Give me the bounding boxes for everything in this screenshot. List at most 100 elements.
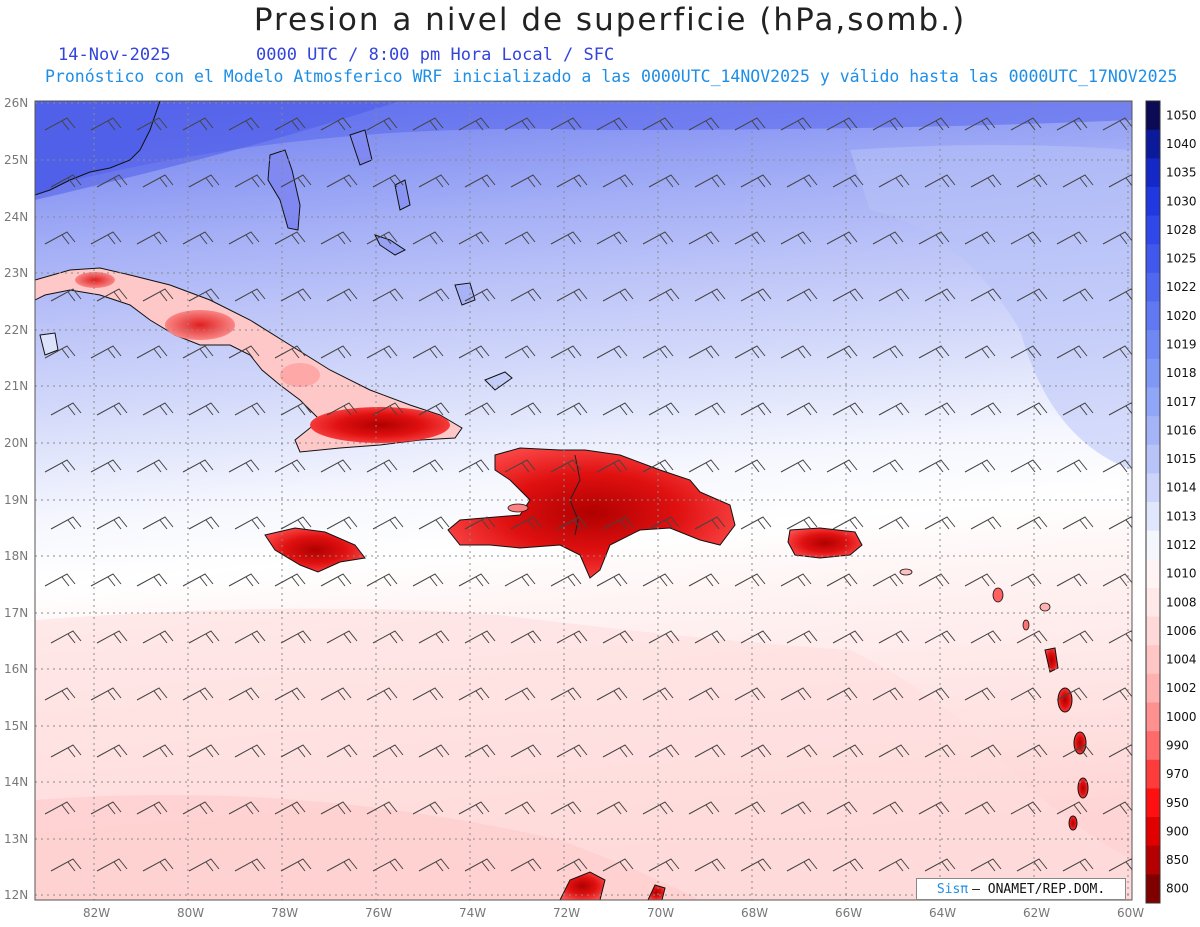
colorbar-label: 850	[1166, 853, 1189, 867]
wind-barb	[458, 459, 490, 473]
colorbar-swatch	[1146, 358, 1160, 388]
wind-barb	[50, 744, 82, 758]
wind-barb	[970, 174, 1002, 188]
wind-barb	[734, 459, 766, 473]
wind-barb	[458, 801, 490, 815]
colorbar-swatch	[1146, 616, 1160, 646]
wind-barb	[826, 231, 858, 245]
colorbar-label: 1010	[1166, 567, 1197, 581]
wind-barb	[274, 231, 306, 245]
wind-barb	[688, 573, 720, 587]
wind-barb	[642, 231, 674, 245]
colorbar-swatch	[1146, 272, 1160, 302]
wind-barb	[188, 288, 220, 302]
wind-barb	[918, 687, 950, 701]
wind-barb	[780, 573, 812, 587]
wind-barb	[832, 174, 864, 188]
lat-label: 24N	[4, 210, 28, 224]
wind-barb	[878, 402, 910, 416]
wind-barb	[366, 231, 398, 245]
wind-barb	[872, 459, 904, 473]
wind-barb	[550, 801, 582, 815]
wind-barb	[786, 402, 818, 416]
wind-barb	[826, 687, 858, 701]
wind-barb	[826, 345, 858, 359]
wind-barb	[1102, 231, 1132, 245]
wind-barb	[970, 288, 1002, 302]
colorbar-label: 990	[1166, 738, 1189, 752]
wind-barb	[228, 117, 260, 131]
wind-barb	[878, 858, 910, 872]
wind-barb	[228, 231, 260, 245]
wind-barb	[372, 402, 404, 416]
colorbar-label: 1050	[1166, 108, 1197, 122]
wind-barb	[458, 117, 490, 131]
wind-barb	[786, 174, 818, 188]
wind-barb	[872, 345, 904, 359]
wind-barb	[44, 117, 76, 131]
wind-barb	[90, 573, 122, 587]
wind-barb	[596, 117, 628, 131]
wind-barb	[418, 288, 450, 302]
wind-barb	[596, 801, 628, 815]
wind-barb	[366, 573, 398, 587]
colorbar-swatch	[1146, 645, 1160, 675]
wind-barb	[274, 573, 306, 587]
colorbar-label: 1002	[1166, 681, 1197, 695]
colorbar-swatch	[1146, 845, 1160, 875]
wind-barb	[182, 231, 214, 245]
wind-barb	[136, 231, 168, 245]
wind-barb	[740, 174, 772, 188]
pressure-colorbar: 1050 1040 1035 1030 1028 1025 1022 1020 1019 1018…	[1145, 100, 1197, 904]
colorbar-swatch	[1146, 759, 1160, 789]
lat-label: 19N	[4, 493, 28, 507]
wind-barb	[1062, 402, 1094, 416]
wind-barb	[556, 174, 588, 188]
wind-barb	[918, 459, 950, 473]
wind-barb	[1062, 174, 1094, 188]
colorbar-label: 1018	[1166, 366, 1197, 380]
wind-barb	[510, 402, 542, 416]
wind-barb	[550, 231, 582, 245]
wind-barb	[234, 174, 266, 188]
wind-barb	[96, 288, 128, 302]
wind-barb	[90, 687, 122, 701]
wind-barb	[550, 687, 582, 701]
wind-barb	[1102, 801, 1132, 815]
wind-barb	[366, 345, 398, 359]
wind-barb	[418, 744, 450, 758]
wind-barb	[596, 231, 628, 245]
wind-barb	[970, 630, 1002, 644]
wind-barb	[780, 801, 812, 815]
wind-barb	[596, 459, 628, 473]
wind-barb	[688, 231, 720, 245]
wind-barb	[228, 801, 260, 815]
lat-label: 21N	[4, 379, 28, 393]
wind-barb	[234, 744, 266, 758]
wind-barb	[464, 744, 496, 758]
wind-barb	[188, 744, 220, 758]
wind-barb	[694, 516, 726, 530]
lon-label: 80W	[177, 906, 204, 920]
wind-barb	[734, 117, 766, 131]
wind-barb	[280, 858, 312, 872]
wind-barb	[136, 801, 168, 815]
wind-barb	[182, 687, 214, 701]
wind-barb	[142, 744, 174, 758]
wind-barb	[326, 174, 358, 188]
wind-barb	[878, 516, 910, 530]
model-subtitle: Pronóstico con el Modelo Atmosferico WRF…	[45, 67, 1178, 86]
lat-label: 17N	[4, 606, 28, 620]
wind-barb	[924, 630, 956, 644]
wind-barb	[872, 573, 904, 587]
colorbar-label: 1017	[1166, 395, 1197, 409]
wind-barb	[90, 117, 122, 131]
wind-barb	[1010, 117, 1042, 131]
wind-barb	[320, 687, 352, 701]
sistpi-logo: Sisπ	[936, 881, 969, 897]
wind-barb	[228, 345, 260, 359]
wind-barb	[734, 687, 766, 701]
wind-barb	[280, 174, 312, 188]
wind-barb	[90, 345, 122, 359]
wind-barb	[274, 117, 306, 131]
